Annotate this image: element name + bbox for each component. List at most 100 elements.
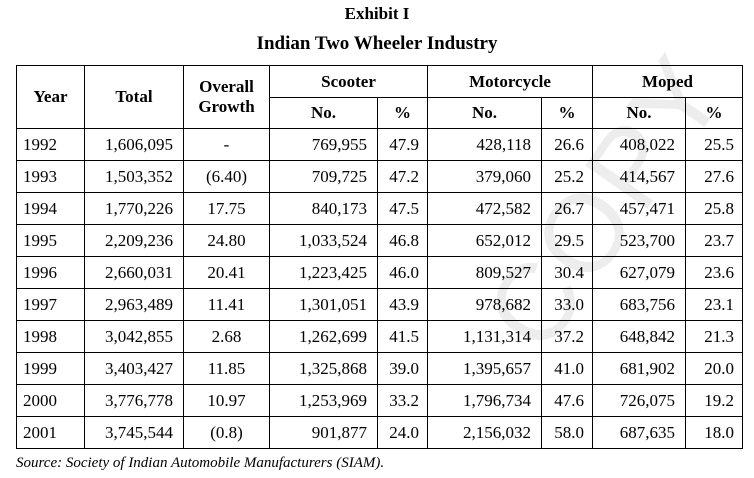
two-wheeler-table: Year Total Overall Growth Scooter Motorc… <box>16 65 744 449</box>
header-scooter-pct: % <box>376 97 429 129</box>
cell-total: 3,403,427 <box>84 352 184 385</box>
cell-growth: 11.41 <box>183 288 270 321</box>
cell-year: 1995 <box>16 224 85 257</box>
cell-total: 2,963,489 <box>84 288 184 321</box>
cell-scooter-pct: 46.0 <box>376 256 429 289</box>
table-title: Indian Two Wheeler Industry <box>256 33 498 54</box>
cell-growth: 17.75 <box>183 192 270 225</box>
table-row: 1992 1,606,095-769,955 47.9 428,118 26.6 408,… <box>16 128 744 161</box>
header-motorcycle-pct: % <box>541 97 594 129</box>
cell-growth: 24.80 <box>183 224 270 257</box>
cell-scooter-no: 1,253,969 <box>269 384 378 417</box>
cell-scooter-no: 1,301,051 <box>269 288 378 321</box>
cell-total: 3,776,778 <box>84 384 184 417</box>
table-row: 1999 3,403,427 11.85 1,325,868 39.0 1,395,657… <box>16 352 744 385</box>
header-moped-no: No. <box>592 97 687 129</box>
cell-scooter-no: 769,955 <box>269 128 378 161</box>
table-row: 1997 2,963,489 11.41 1,301,051 43.9 978,682 33… <box>16 288 744 321</box>
cell-moto-pct: 41.0 <box>541 352 594 385</box>
header-motorcycle: Motorcycle <box>427 65 594 98</box>
header-total: Total <box>84 65 184 129</box>
cell-moto-pct: 58.0 <box>541 416 594 449</box>
cell-moto-pct: 25.2 <box>541 160 594 193</box>
cell-growth: (0.8) <box>183 416 270 449</box>
cell-year: 1992 <box>16 128 85 161</box>
cell-scooter-no: 1,325,868 <box>269 352 378 385</box>
cell-year: 1997 <box>16 288 85 321</box>
cell-total: 1,770,226 <box>84 192 184 225</box>
cell-scooter-pct: 47.5 <box>376 192 429 225</box>
cell-scooter-pct: 33.2 <box>376 384 429 417</box>
cell-moto-pct: 37.2 <box>541 320 594 353</box>
table-row: 2000 3,776,778 10.97 1,253,969 33.2 1,796,734… <box>16 384 744 417</box>
cell-year: 1994 <box>16 192 85 225</box>
cell-year: 2000 <box>16 384 85 417</box>
cell-growth: 10.97 <box>183 384 270 417</box>
header-scooter: Scooter <box>268 65 429 98</box>
cell-moped-no: 627,079 <box>592 256 687 289</box>
cell-growth: (6.40) <box>183 160 270 193</box>
cell-year: 1993 <box>16 160 85 193</box>
header-motorcycle-no: No. <box>427 97 543 129</box>
cell-moto-no: 809,527 <box>427 256 543 289</box>
cell-moto-no: 428,118 <box>427 128 543 161</box>
table-row: 1996 2,660,031 20.41 1,223,425 46.0 809,527 30… <box>16 256 744 289</box>
cell-moped-no: 414,567 <box>592 160 687 193</box>
cell-scooter-pct: 24.0 <box>376 416 429 449</box>
cell-moto-no: 652,012 <box>427 224 543 257</box>
cell-moto-no: 1,395,657 <box>427 352 543 385</box>
cell-moped-no: 681,902 <box>592 352 687 385</box>
cell-scooter-no: 1,262,699 <box>269 320 378 353</box>
cell-total: 3,745,544 <box>84 416 184 449</box>
cell-moto-no: 472,582 <box>427 192 543 225</box>
cell-moto-no: 379,060 <box>427 160 543 193</box>
cell-moto-pct: 26.7 <box>541 192 594 225</box>
cell-moto-no: 1,131,314 <box>427 320 543 353</box>
cell-moped-pct: 21.3 <box>685 320 744 353</box>
cell-moto-pct: 26.6 <box>541 128 594 161</box>
cell-year: 1999 <box>16 352 85 385</box>
cell-moped-no: 523,700 <box>592 224 687 257</box>
cell-total: 3,042,855 <box>84 320 184 353</box>
cell-moped-pct: 20.0 <box>685 352 744 385</box>
cell-growth: 11.85 <box>183 352 270 385</box>
header-overall-growth-line1: Overall <box>199 77 254 96</box>
table-body: 1992 1,606,095-769,955 47.9 428,118 26.6 408,… <box>16 128 744 449</box>
table-row: 1995 2,209,236 24.80 1,033,524 46.8 652,012 29… <box>16 224 744 257</box>
cell-growth: 20.41 <box>183 256 270 289</box>
cell-moped-no: 683,756 <box>592 288 687 321</box>
cell-scooter-no: 709,725 <box>269 160 378 193</box>
cell-total: 1,606,095 <box>84 128 184 161</box>
header-moped: Moped <box>592 65 744 98</box>
header-overall-growth: Overall Growth <box>183 65 270 129</box>
table-row: 1994 1,770,226 17.75 840,173 47.5 472,582 26.7… <box>16 192 744 225</box>
cell-moped-pct: 23.7 <box>685 224 744 257</box>
cell-moto-no: 2,156,032 <box>427 416 543 449</box>
table-row: 1993 1,503,352 (6.40) 709,725 47.2 379,060 25.… <box>16 160 744 193</box>
cell-moto-pct: 30.4 <box>541 256 594 289</box>
cell-moped-no: 408,022 <box>592 128 687 161</box>
cell-total: 2,660,031 <box>84 256 184 289</box>
cell-scooter-pct: 47.9 <box>376 128 429 161</box>
cell-moped-pct: 23.1 <box>685 288 744 321</box>
cell-moped-pct: 18.0 <box>685 416 744 449</box>
cell-moto-no: 1,796,734 <box>427 384 543 417</box>
source-note: Source: Society of Indian Automobile Man… <box>16 455 385 471</box>
cell-moped-pct: 25.8 <box>685 192 744 225</box>
table-row: 1998 3,042,855 2.68 1,262,699 41.5 1,131,314 3… <box>16 320 744 353</box>
cell-growth: 2.68 <box>183 320 270 353</box>
cell-year: 2001 <box>16 416 85 449</box>
cell-year: 1998 <box>16 320 85 353</box>
table-row: 2001 3,745,544 (0.8) 901,877 24.0 2,156,032 58… <box>16 416 744 449</box>
cell-scooter-pct: 41.5 <box>376 320 429 353</box>
cell-moto-no: 978,682 <box>427 288 543 321</box>
cell-scooter-pct: 43.9 <box>376 288 429 321</box>
header-overall-growth-line2: Growth <box>198 97 255 116</box>
cell-growth: - <box>183 128 270 161</box>
cell-moped-pct: 23.6 <box>685 256 744 289</box>
cell-moped-pct: 25.5 <box>685 128 744 161</box>
cell-total: 2,209,236 <box>84 224 184 257</box>
cell-year: 1996 <box>16 256 85 289</box>
header-moped-pct: % <box>685 97 744 129</box>
cell-moped-no: 726,075 <box>592 384 687 417</box>
